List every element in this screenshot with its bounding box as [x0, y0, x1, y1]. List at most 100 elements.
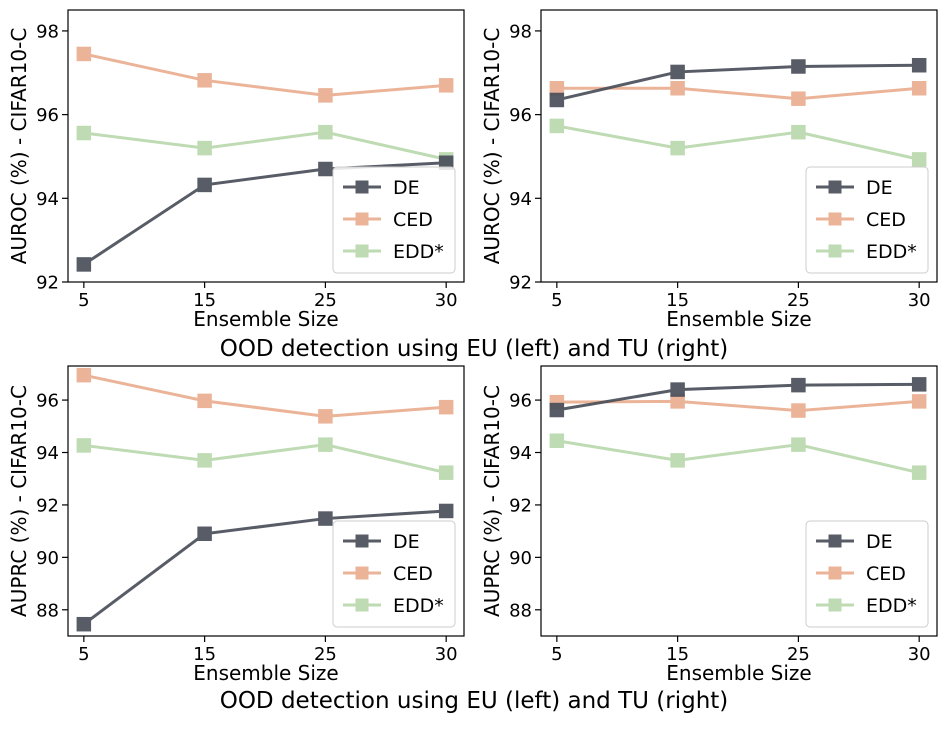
x-tick-label: 15: [666, 290, 689, 311]
data-point: [318, 161, 333, 177]
legend-marker: [828, 212, 842, 226]
legend: DE CED EDD*: [332, 520, 456, 628]
data-point: [791, 437, 806, 452]
legend-entry: [343, 534, 381, 548]
y-axis-label: AUPRC (%) - CIFAR10-C: [7, 385, 31, 617]
y-tick-label: 92: [509, 273, 532, 294]
data-point: [197, 393, 212, 409]
series-line: [556, 382, 920, 412]
plot-frame: [540, 365, 938, 637]
series-de: [549, 57, 927, 108]
y-axis-label: AUPRC (%) - CIFAR10-C: [480, 385, 504, 617]
chart-panel-4: 88 90 92 94 96 5 15 25 30 Ensemble Size AUPRC (%) …: [480, 365, 938, 685]
legend-label: CED: [393, 209, 433, 231]
legend-entry: [343, 244, 381, 258]
legend-marker: [828, 244, 842, 258]
chart-panel-1: 92 94 96 98 5 15 25 30 Ensemble Size AUROC (%) - …: [7, 9, 465, 331]
legend-label: CED: [393, 563, 433, 585]
x-tick-label: 25: [314, 644, 337, 665]
x-tick-label: 15: [666, 644, 689, 665]
figure-caption-top: OOD detection using EU (left) and TU (ri…: [220, 336, 729, 362]
x-tick-label: 25: [787, 290, 810, 311]
y-axis-label: AUROC (%) - CIFAR10-C: [7, 28, 31, 265]
data-point: [76, 367, 92, 383]
series-line: [556, 86, 920, 101]
legend-entry: [816, 212, 854, 226]
data-point: [197, 526, 212, 542]
series-line: [83, 130, 447, 161]
chart-panel-3: 88 90 92 94 96 5 15 25 30 Ensemble Size AUPRC (%) …: [7, 365, 465, 685]
y-axis-label: AUROC (%) - CIFAR10-C: [480, 28, 504, 265]
x-tick-label: 30: [908, 644, 931, 665]
legend-label: EDD*: [393, 595, 444, 617]
x-tick-label: 15: [193, 644, 216, 665]
y-tick-label: 96: [509, 391, 532, 412]
x-tick-label: 30: [435, 644, 458, 665]
legend-entry: [343, 598, 381, 612]
legend-marker: [355, 534, 369, 548]
chart-panel-2: 92 94 96 98 5 15 25 30 Ensemble Size AUROC (%) - …: [480, 9, 938, 331]
data-point: [197, 453, 212, 468]
legend-label: EDD*: [393, 241, 444, 263]
legend: DE CED EDD*: [805, 520, 929, 628]
data-point: [911, 81, 927, 96]
series-line: [82, 509, 447, 626]
series-line: [83, 373, 447, 418]
data-point: [76, 46, 92, 62]
legend-entry: [816, 180, 854, 194]
data-point: [549, 118, 565, 134]
legend-marker: [828, 180, 842, 194]
legend-marker: [355, 566, 369, 580]
data-point: [318, 124, 333, 140]
y-tick-label: 94: [36, 443, 59, 464]
y-tick-label: 94: [509, 189, 532, 210]
y-tick-label: 92: [36, 495, 59, 516]
data-point: [438, 78, 454, 93]
data-point: [197, 73, 212, 88]
plot-frame: [67, 365, 465, 637]
y-tick-label: 96: [36, 105, 59, 126]
legend-entry: [343, 566, 381, 580]
data-point: [670, 453, 685, 468]
x-tick-label: 30: [435, 290, 458, 311]
legend-label: EDD*: [866, 595, 917, 617]
legend-marker: [828, 534, 842, 548]
legend-entry: [816, 244, 854, 258]
data-point: [76, 257, 92, 272]
legend-marker: [355, 180, 369, 194]
y-tick-label: 88: [36, 600, 59, 621]
y-tick-label: 88: [509, 600, 532, 621]
plot-frame: [67, 9, 465, 283]
data-point: [318, 88, 333, 103]
legend-label: DE: [866, 177, 893, 199]
y-tick-label: 90: [36, 548, 59, 569]
series-eddstar: [549, 433, 927, 480]
data-point: [438, 399, 454, 415]
series-line: [83, 443, 447, 475]
data-point: [76, 438, 92, 453]
data-point: [791, 403, 806, 418]
series-line: [556, 439, 920, 475]
data-point: [911, 57, 927, 73]
legend-entry: [343, 180, 381, 194]
series-line: [83, 161, 447, 266]
series-line: [83, 52, 447, 97]
x-tick-label: 15: [193, 290, 216, 311]
legend-label: CED: [866, 563, 906, 585]
data-point: [670, 81, 685, 96]
series-line: [556, 63, 920, 102]
data-point: [318, 437, 333, 452]
figure-caption-bottom: OOD detection using EU (left) and TU (ri…: [220, 688, 729, 714]
data-point: [911, 152, 927, 167]
data-point: [197, 140, 212, 156]
x-tick-label: 5: [551, 290, 562, 311]
data-point: [76, 125, 92, 141]
series-de: [549, 377, 927, 418]
data-point: [197, 177, 212, 193]
data-point: [438, 503, 454, 519]
y-tick-label: 96: [36, 391, 59, 412]
legend: DE CED EDD*: [332, 166, 456, 274]
legend-marker: [828, 566, 842, 580]
data-point: [791, 377, 806, 393]
